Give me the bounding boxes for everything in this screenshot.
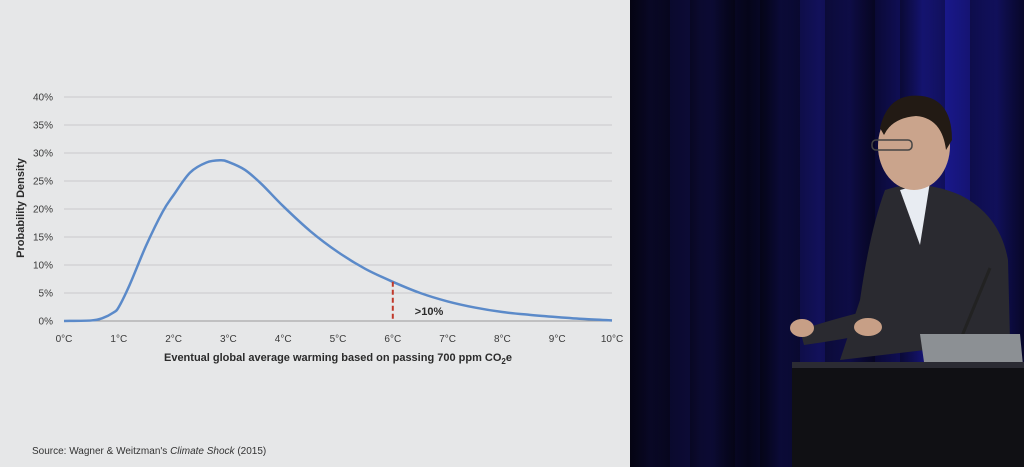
y-tick-label: 15% <box>33 233 53 244</box>
y-tick-label: 10% <box>33 261 53 272</box>
y-tick-label: 5% <box>39 289 54 300</box>
y-tick-label: 25% <box>33 177 53 188</box>
grid <box>64 96 612 322</box>
y-tick-label: 40% <box>33 93 53 104</box>
x-tick-label: 5°C <box>330 334 347 345</box>
y-tick-label: 35% <box>33 121 53 132</box>
probability-density-chart: 0% 5% 10% 15% 20% 25% 30% 35% 40% 0°C 1°C 2°C 3°C 4°… <box>15 93 624 367</box>
y-tick-label: 30% <box>33 149 53 160</box>
x-tick-label: 9°C <box>549 334 566 345</box>
series-line <box>63 159 613 323</box>
x-tick-label: 0°C <box>56 334 73 345</box>
y-tick-label: 0% <box>39 317 54 328</box>
threshold-label: >10% <box>415 306 444 318</box>
y-tick-labels: 0% 5% 10% 15% 20% 25% 30% 35% 40% <box>33 93 53 328</box>
x-axis-title: Eventual global average warming based on… <box>164 352 512 366</box>
slide: 0% 5% 10% 15% 20% 25% 30% 35% 40% 0°C 1°C 2°C 3°C 4°… <box>0 0 630 467</box>
x-tick-label: 3°C <box>220 334 237 345</box>
y-tick-label: 20% <box>33 205 53 216</box>
x-tick-label: 2°C <box>165 334 182 345</box>
speaker-video <box>630 0 1024 467</box>
y-axis-title: Probability Density <box>15 157 27 258</box>
speaker-illustration <box>630 0 1024 467</box>
x-tick-label: 10°C <box>601 334 623 345</box>
source-citation: Source: Wagner & Weitzman's Climate Shoc… <box>32 446 267 457</box>
x-tick-labels: 0°C 1°C 2°C 3°C 4°C 5°C 6°C 7°C 8°C 9°C 10°C <box>56 334 624 345</box>
x-tick-label: 7°C <box>439 334 456 345</box>
x-tick-label: 4°C <box>275 334 292 345</box>
x-tick-label: 8°C <box>494 334 511 345</box>
x-tick-label: 6°C <box>384 334 401 345</box>
x-tick-label: 1°C <box>110 334 127 345</box>
